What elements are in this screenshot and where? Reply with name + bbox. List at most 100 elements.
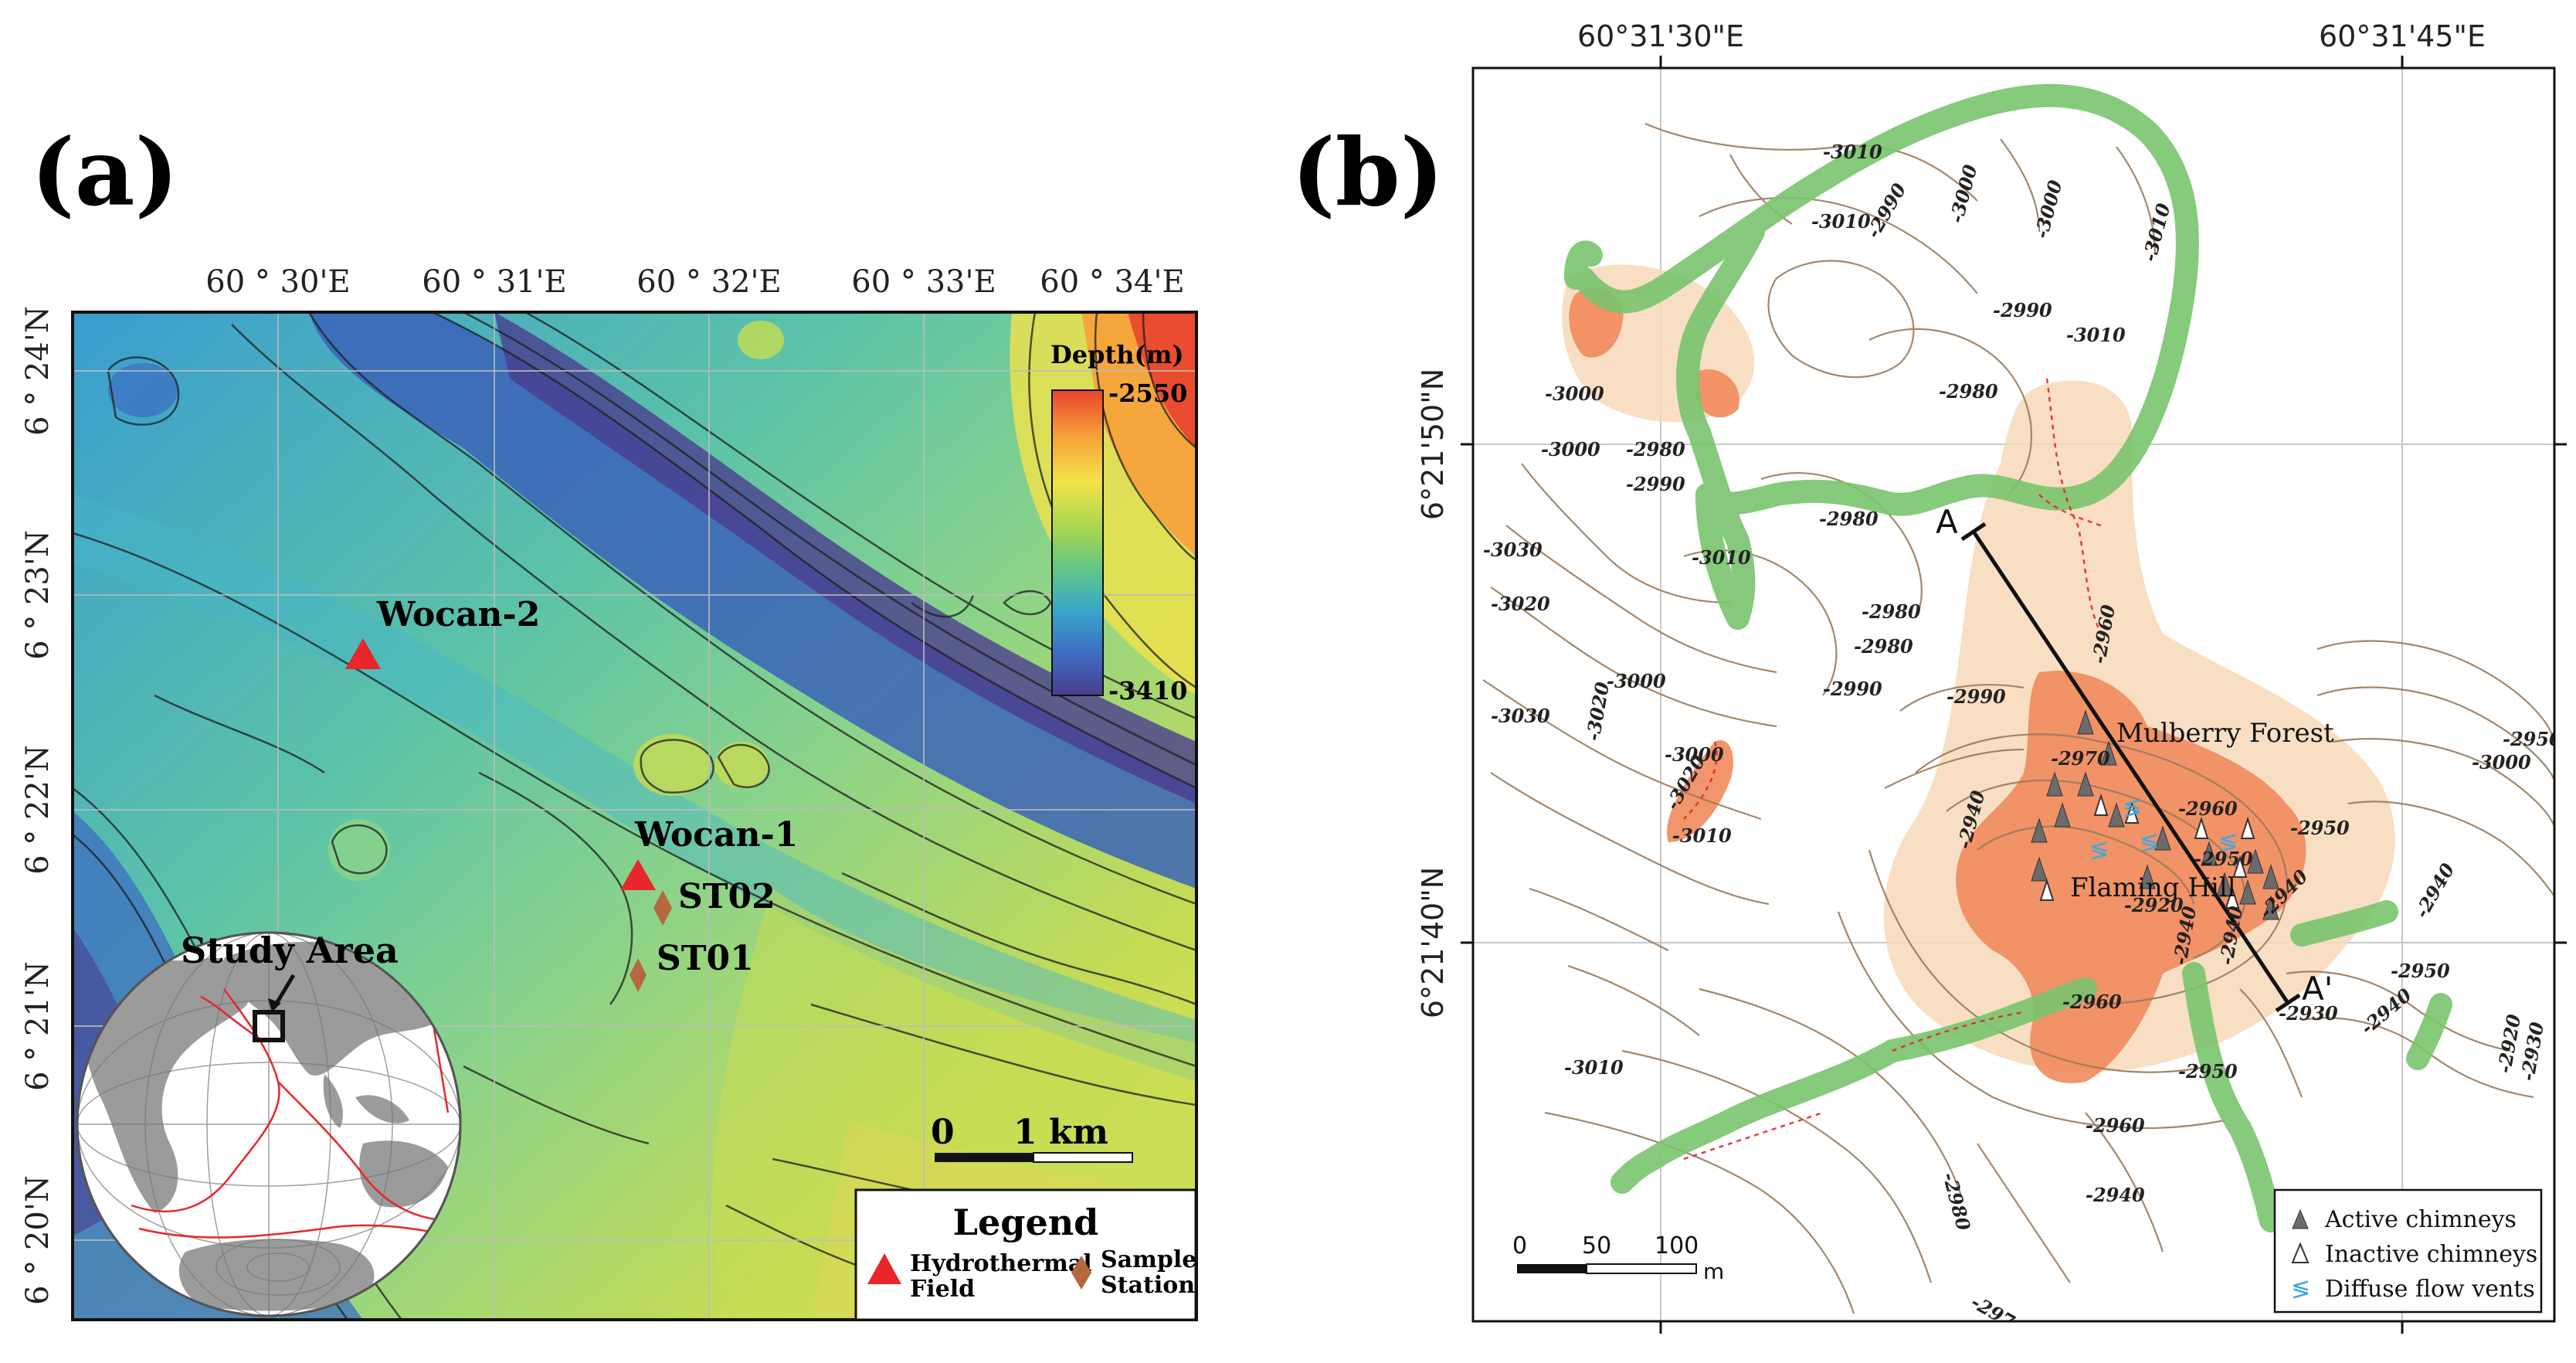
active-chimney <box>2031 817 2048 843</box>
panel-a-left-ticks: 6 ° 24'N 6 ° 23'N 6 ° 22'N 6 ° 21'N 6 ° … <box>20 306 56 1305</box>
legend-diffuse-label: Diffuse flow vents <box>2325 1276 2535 1303</box>
contour-label: -3030 <box>1483 539 1543 561</box>
scale-b-hundred: 100 <box>1655 1232 1699 1259</box>
contour-label: -2950 <box>2194 848 2253 870</box>
contour-label: -3000 <box>1607 670 1666 692</box>
contour-label: -2950 <box>2178 1060 2238 1083</box>
contour-label: -2980 <box>1862 600 1921 623</box>
map-b-frame <box>1471 66 2556 1323</box>
panel-b-label: (b) <box>1291 118 1444 227</box>
scale-bar-b: 0 50 100 m <box>1512 1232 1724 1284</box>
scale-bar-a: 0 1 km <box>931 1113 1133 1163</box>
legend-sample-icon <box>1071 1256 1091 1290</box>
active-chimney <box>2077 771 2094 797</box>
tick-lon-3030: 60 ° 30'E <box>205 264 350 300</box>
legend-active-label: Active chimneys <box>2324 1206 2517 1233</box>
panel-b-left-ticks: 6°21'50"N 6°21'40"N <box>1416 369 1450 1018</box>
inactive-chimney <box>2194 816 2209 839</box>
legend-sample-line1: Sample <box>1101 1246 1196 1273</box>
tick-lat-23: 6 ° 23'N <box>20 530 56 660</box>
depth-colorbar: Depth(m) -2550 -3410 <box>1050 340 1187 705</box>
legend-diffuse-icon: ≶ <box>2291 1276 2310 1303</box>
active-chimney <box>2046 771 2063 797</box>
contour-label: -3000 <box>1545 382 1604 405</box>
contour-label: -2970 <box>2051 747 2110 770</box>
contour-label: -2960 <box>2178 797 2238 820</box>
active-chimney <box>2201 841 2218 866</box>
contour-label: -2930 <box>2279 1002 2338 1025</box>
diffuse-vents: ≶ ≶ ≶ ≶ <box>2089 794 2238 864</box>
active-chimney <box>2262 864 2279 889</box>
st01-marker[interactable] <box>630 958 647 992</box>
wocan-1-marker[interactable] <box>620 859 656 890</box>
contour-label: -2990 <box>1946 685 2006 708</box>
contour-label: -2980 <box>1939 380 1998 403</box>
globe-inset: Study Area <box>76 930 462 1317</box>
contour-label: -3010 <box>2066 324 2126 346</box>
scale-a-zero: 0 <box>931 1113 955 1152</box>
inactive-chimney <box>2232 855 2248 878</box>
legend-hydrothermal-icon <box>867 1253 901 1284</box>
scale-b-unit: m <box>1703 1259 1724 1284</box>
diffuse-vent: ≶ <box>2123 794 2142 821</box>
tick-b-lon-2: 60°31'45"E <box>2319 19 2486 53</box>
colorbar-max: -2550 <box>1108 379 1187 408</box>
legend-b: Active chimneys Inactive chimneys ≶ Diff… <box>2273 1188 2543 1314</box>
chimneys <box>2031 709 2279 920</box>
colorbar-min: -3410 <box>1108 676 1187 705</box>
panel-a: (a) 60 ° 30'E 60 ° 31'E 60 ° 32'E 60 ° 3… <box>20 118 1198 1321</box>
active-chimney <box>2262 895 2279 920</box>
legend-a-title: Legend <box>953 1202 1099 1243</box>
contour-label: -2980 <box>1854 635 1913 658</box>
wocan-1-label: Wocan-1 <box>634 815 798 855</box>
st02-label: ST02 <box>678 877 776 916</box>
legend-inactive-icon <box>2291 1242 2310 1263</box>
tick-lon-3031: 60 ° 31'E <box>422 264 566 300</box>
st02-marker[interactable] <box>653 890 672 926</box>
active-chimney <box>2077 709 2094 735</box>
scale-b-zero: 0 <box>1512 1232 1527 1259</box>
tick-lat-24: 6 ° 24'N <box>20 306 56 436</box>
active-chimney <box>2239 879 2256 905</box>
mulberry-forest-label: Mulberry Forest <box>2116 718 2334 749</box>
diffuse-vent: ≶ <box>2140 829 2159 856</box>
contour-label: -3010 <box>1564 1056 1624 1079</box>
contour-label: -2960 <box>2086 1114 2145 1137</box>
contour-label: -2950 <box>2503 728 2562 750</box>
map-a-frame <box>71 311 1198 1321</box>
contour-label: -2980 <box>1819 508 1879 530</box>
inactive-chimney <box>2093 793 2109 816</box>
tick-lat-21: 6 ° 21'N <box>20 961 56 1091</box>
contour-label: -2960 <box>2062 991 2122 1013</box>
inactive-chimney <box>2039 878 2055 901</box>
profile-end-label: A' <box>2302 970 2333 1008</box>
tick-b-lat-2: 6°21'40"N <box>1416 867 1450 1018</box>
tick-lon-3034: 60 ° 34'E <box>1040 264 1184 300</box>
tick-lon-3032: 60 ° 32'E <box>636 264 781 300</box>
wocan-2-label: Wocan-2 <box>376 595 540 634</box>
active-chimney <box>2154 825 2171 851</box>
contour-label: -3010 <box>1811 210 1871 233</box>
panel-b-top-ticks: 60°31'30"E 60°31'45"E <box>1577 19 2486 53</box>
study-area-box[interactable] <box>253 1010 285 1042</box>
scale-b-fifty: 50 <box>1582 1232 1611 1259</box>
contour-label: -2940 <box>2086 1184 2145 1206</box>
contour-label: -2980 <box>1626 438 1685 461</box>
contour-label: -2950 <box>2391 960 2450 982</box>
active-chimney <box>2031 856 2048 882</box>
tick-b-lat-1: 6°21'50"N <box>1416 369 1450 520</box>
active-chimney <box>2216 872 2233 897</box>
legend-hydro-line2: Field <box>910 1276 975 1303</box>
tick-lat-20: 6 ° 20'N <box>20 1175 56 1305</box>
inactive-chimney <box>2124 800 2140 824</box>
colorbar-title: Depth(m) <box>1050 340 1184 369</box>
active-chimney <box>2139 864 2156 889</box>
active-chimney <box>2108 802 2125 828</box>
profile-line-a <box>1960 522 2301 1013</box>
legend-sample-line2: Station <box>1101 1272 1195 1299</box>
colorbar-ramp <box>1051 389 1104 696</box>
contour-label: -3010 <box>1672 824 1732 847</box>
wocan-2-marker[interactable] <box>345 638 381 669</box>
contour-label: -3000 <box>1665 743 1724 766</box>
active-chimney <box>2100 740 2117 766</box>
